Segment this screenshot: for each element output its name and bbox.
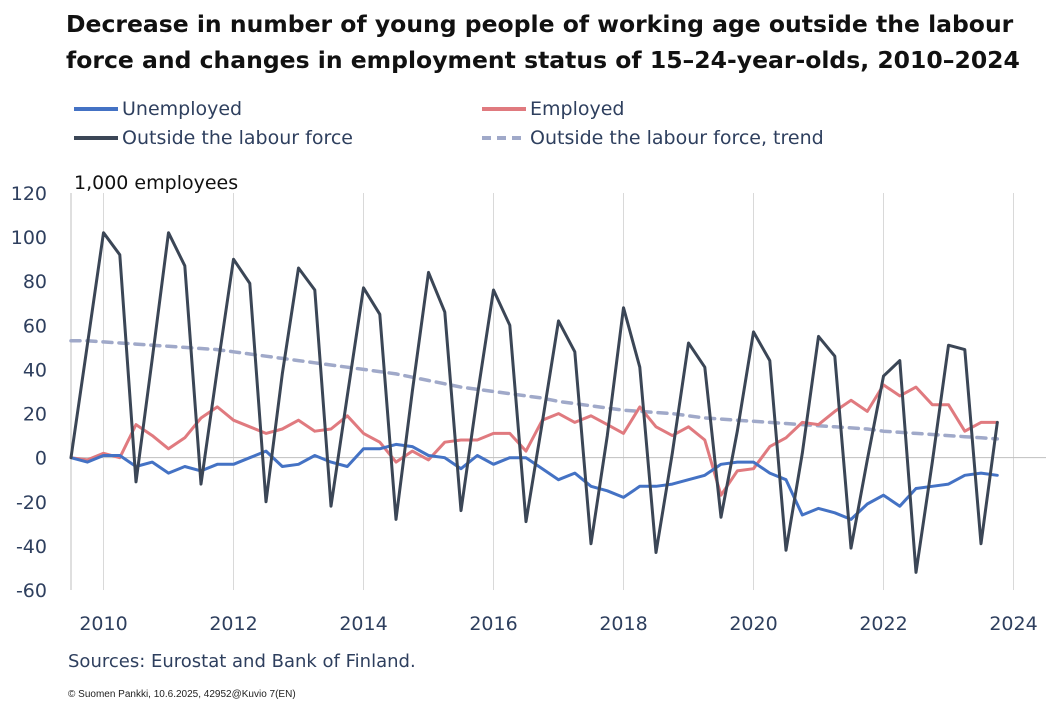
- chart-legend: Unemployed Employed Outside the labour f…: [74, 95, 974, 159]
- x-tick-label-2018: 2018: [599, 613, 647, 635]
- x-tick-label-2016: 2016: [469, 613, 517, 635]
- x-tick-label-2022: 2022: [859, 613, 907, 635]
- legend-label-unemployed: Unemployed: [122, 98, 243, 120]
- series-line-employed: [69, 383, 999, 497]
- legend-item-employed: Employed: [482, 95, 624, 123]
- legend-label-employed: Employed: [530, 98, 625, 120]
- y-tick-label-20: 20: [23, 404, 47, 426]
- x-tick-label-2024: 2024: [989, 613, 1037, 635]
- series-line-outside-the-labour-force-trend: [69, 339, 1000, 441]
- chart-title-line-1: Decrease in number of young people of wo…: [66, 10, 1014, 38]
- y-tick-label-100: 100: [11, 227, 47, 249]
- y-tick-label-80: 80: [23, 271, 47, 293]
- legend-item-unemployed: Unemployed: [74, 95, 242, 123]
- sources-note: Sources: Eurostat and Bank of Finland.: [68, 651, 416, 672]
- chart-title-line-2: force and changes in employment status o…: [66, 46, 1020, 74]
- series-line-outside-the-labour-force: [69, 231, 999, 574]
- legend-item-outside-labour-force: Outside the labour force: [74, 124, 353, 152]
- y-tick-label--20: -20: [16, 492, 47, 514]
- legend-item-outside-labour-force-trend: Outside the labour force, trend: [482, 124, 824, 152]
- y-tick-label-60: 60: [23, 315, 47, 337]
- chart-title: Decrease in number of young people of wo…: [66, 6, 1026, 78]
- x-tick-label-2020: 2020: [729, 613, 777, 635]
- x-tick-label-2014: 2014: [339, 613, 387, 635]
- x-tick-label-2012: 2012: [209, 613, 257, 635]
- legend-swatch-unemployed: [74, 107, 118, 111]
- copyright-note: © Suomen Pankki, 10.6.2025, 42952@Kuvio …: [68, 689, 296, 700]
- y-tick-label-40: 40: [23, 359, 47, 381]
- y-tick-label-0: 0: [35, 448, 47, 470]
- legend-label-outside-labour-force-trend: Outside the labour force, trend: [530, 127, 824, 149]
- legend-swatch-employed: [482, 107, 526, 111]
- legend-label-outside-labour-force: Outside the labour force: [122, 127, 353, 149]
- legend-swatch-outside-labour-force-trend: [482, 136, 526, 140]
- x-tick-label-2010: 2010: [79, 613, 127, 635]
- y-tick-label-120: 120: [11, 183, 47, 205]
- legend-swatch-outside-labour-force: [74, 136, 118, 140]
- y-axis-label: 1,000 employees: [74, 172, 238, 194]
- y-tick-label--40: -40: [16, 536, 47, 558]
- y-tick-label--60: -60: [16, 580, 47, 602]
